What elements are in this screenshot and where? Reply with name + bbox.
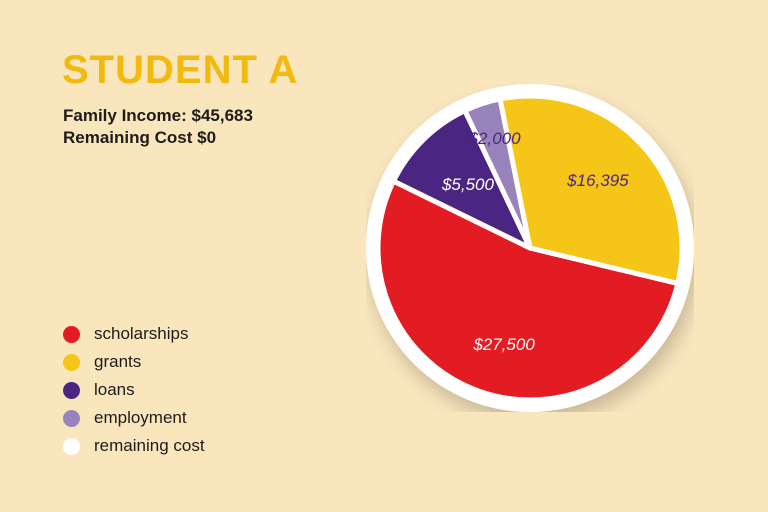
remaining-cost-value: $0 [197,128,216,147]
legend-swatch [63,354,80,371]
legend-swatch [63,382,80,399]
pie-slice-label-scholarships: $27,500 [473,335,534,355]
pie-slice-label-grants: $16,395 [567,171,628,191]
legend-label: employment [94,408,187,428]
family-income-line: Family Income: $45,683 [63,106,253,126]
legend-swatch [63,326,80,343]
pie-chart: $27,500 $5,500 $2,000 $16,395 [366,84,694,412]
legend-label: remaining cost [94,436,205,456]
remaining-cost-label: Remaining Cost [63,128,197,147]
legend-item: remaining cost [63,432,205,460]
family-income-value: $45,683 [191,106,252,125]
legend-item: loans [63,376,205,404]
legend-label: grants [94,352,141,372]
pie-svg [366,84,694,412]
legend: scholarships grants loans employment remaini… [63,320,205,460]
legend-label: scholarships [94,324,189,344]
legend-item: scholarships [63,320,205,348]
pie-slice-label-loans: $5,500 [442,175,494,195]
infographic-canvas: STUDENT A Family Income: $45,683 Remaini… [0,0,768,512]
legend-label: loans [94,380,135,400]
pie-slice-label-employment: $2,000 [469,129,521,149]
remaining-cost-line: Remaining Cost $0 [63,128,216,148]
legend-swatch [63,410,80,427]
legend-item: grants [63,348,205,376]
legend-item: employment [63,404,205,432]
legend-swatch [63,438,80,455]
student-title: STUDENT A [62,48,298,93]
family-income-label: Family Income: [63,106,191,125]
